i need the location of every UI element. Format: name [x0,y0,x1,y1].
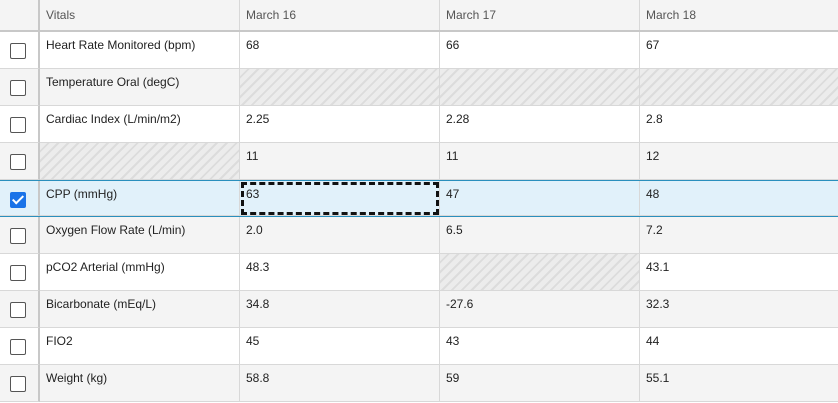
row-checkbox[interactable] [10,302,26,318]
row-select-cell [0,32,40,69]
vital-name-cell[interactable]: CPP (mmHg) [40,181,240,216]
table-row[interactable]: Oxygen Flow Rate (L/min) 2.0 6.5 7.2 [0,217,838,254]
value-cell[interactable]: 44 [640,328,838,365]
vital-name-cell[interactable]: Oxygen Flow Rate (L/min) [40,217,240,254]
value-cell[interactable]: 11 [440,143,640,180]
value-cell[interactable]: 63 [240,181,440,216]
value-cell[interactable]: 66 [440,32,640,69]
value-cell[interactable]: -27.6 [440,291,640,328]
row-select-cell [0,69,40,106]
vital-name-cell[interactable]: Bicarbonate (mEq/L) [40,291,240,328]
column-header-vitals[interactable]: Vitals [40,0,240,30]
table-row[interactable]: Bicarbonate (mEq/L) 34.8 -27.6 32.3 [0,291,838,328]
value-cell[interactable]: 32.3 [640,291,838,328]
vital-name-cell[interactable] [40,143,240,180]
value-cell[interactable]: 45 [240,328,440,365]
column-header-date[interactable]: March 16 [240,0,440,30]
table-row[interactable]: pCO2 Arterial (mmHg) 48.3 43.1 [0,254,838,291]
header-row: Vitals March 16 March 17 March 18 [0,0,838,32]
value-cell[interactable]: 68 [240,32,440,69]
value-cell[interactable]: 6.5 [440,217,640,254]
select-all-header [0,0,40,30]
row-checkbox[interactable] [10,265,26,281]
row-select-cell [0,254,40,291]
vital-name-cell[interactable]: Heart Rate Monitored (bpm) [40,32,240,69]
value-cell[interactable] [440,69,640,106]
row-select-cell [0,217,40,254]
value-cell[interactable]: 2.28 [440,106,640,143]
table-row[interactable]: FIO2 45 43 44 [0,328,838,365]
value-cell[interactable]: 2.8 [640,106,838,143]
row-checkbox[interactable] [10,43,26,59]
value-cell[interactable]: 43.1 [640,254,838,291]
row-checkbox[interactable] [10,154,26,170]
value-cell[interactable]: 55.1 [640,365,838,402]
column-header-date[interactable]: March 18 [646,8,697,22]
table-row[interactable]: Weight (kg) 58.8 59 55.1 [0,365,838,402]
value-cell[interactable] [640,69,838,106]
row-checkbox[interactable] [10,376,26,392]
row-select-cell [0,291,40,328]
value-cell[interactable]: 12 [640,143,838,180]
row-checkbox[interactable] [10,228,26,244]
row-select-cell [0,365,40,402]
value-cell[interactable]: 67 [640,32,838,69]
row-checkbox[interactable] [10,192,26,208]
value-cell[interactable]: 2.0 [240,217,440,254]
column-header-date[interactable]: March 17 [440,0,640,30]
value-cell[interactable]: 7.2 [640,217,838,254]
value-cell[interactable]: 43 [440,328,640,365]
row-checkbox[interactable] [10,117,26,133]
value-cell[interactable]: 34.8 [240,291,440,328]
row-select-cell [0,143,40,180]
value-cell[interactable]: 47 [440,181,640,216]
row-select-cell [0,106,40,143]
row-select-cell [0,328,40,365]
row-checkbox[interactable] [10,339,26,355]
vital-name-cell[interactable]: FIO2 [40,328,240,365]
table-row[interactable]: Cardiac Index (L/min/m2) 2.25 2.28 2.8 [0,106,838,143]
row-select-cell [0,181,40,216]
vital-name-cell[interactable]: Weight (kg) [40,365,240,402]
vital-name-cell[interactable]: Temperature Oral (degC) [40,69,240,106]
table-row[interactable]: Heart Rate Monitored (bpm) 68 66 67 [0,32,838,69]
value-cell[interactable]: 58.8 [240,365,440,402]
value-cell[interactable] [440,254,640,291]
value-cell[interactable]: 48.3 [240,254,440,291]
vital-name-cell[interactable]: pCO2 Arterial (mmHg) [40,254,240,291]
table-row[interactable]: CPP (mmHg) 63 47 48 [0,180,838,217]
vital-name-cell[interactable]: Cardiac Index (L/min/m2) [40,106,240,143]
table-row[interactable]: Temperature Oral (degC) [0,69,838,106]
value-cell[interactable]: 2.25 [240,106,440,143]
value-cell[interactable]: 11 [240,143,440,180]
value-cell[interactable]: 48 [640,181,838,216]
table-row[interactable]: 11 11 12 [0,143,838,180]
value-cell[interactable]: 59 [440,365,640,402]
value-cell[interactable] [240,69,440,106]
row-checkbox[interactable] [10,80,26,96]
